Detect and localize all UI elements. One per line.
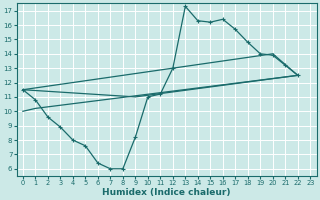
X-axis label: Humidex (Indice chaleur): Humidex (Indice chaleur) — [102, 188, 231, 197]
